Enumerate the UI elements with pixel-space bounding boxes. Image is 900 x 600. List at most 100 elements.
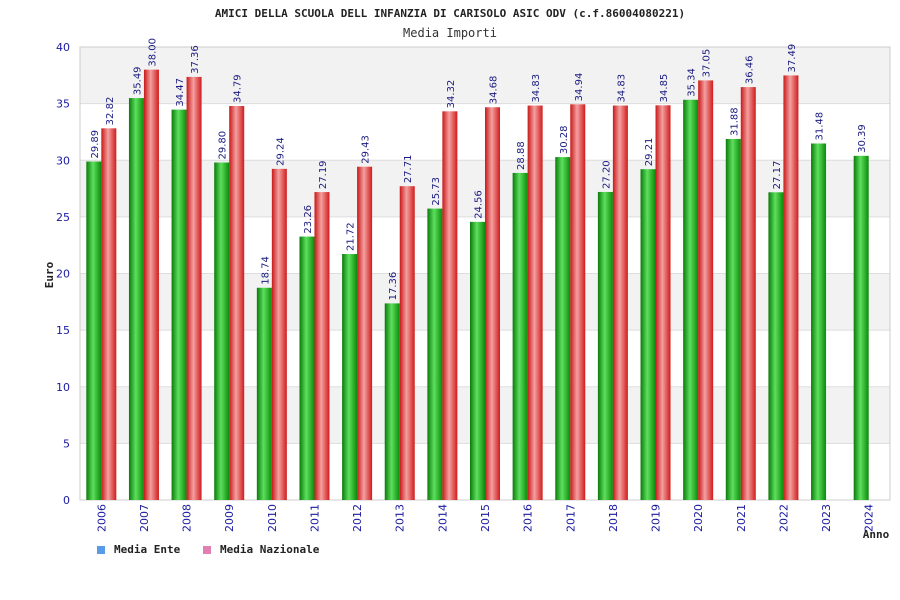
y-tick-label: 40 — [56, 41, 70, 54]
bar-media-ente-2020 — [683, 99, 699, 500]
bar-media-nazionale-2018 — [612, 105, 628, 501]
bar-media-nazionale-2017 — [570, 104, 586, 500]
x-tick-label: 2017 — [564, 504, 577, 532]
data-label: 27.71 — [403, 155, 414, 184]
bar-media-ente-2011 — [299, 236, 315, 500]
data-label: 37.05 — [702, 49, 713, 78]
data-label: 27.17 — [772, 161, 783, 190]
chart-title: AMICI DELLA SCUOLA DELL INFANZIA DI CARI… — [215, 7, 685, 20]
x-tick-label: 2020 — [692, 504, 705, 532]
bar-media-ente-2021 — [725, 138, 741, 501]
data-label: 29.21 — [644, 138, 655, 167]
y-tick-label: 15 — [56, 324, 70, 337]
y-tick-label: 0 — [63, 494, 70, 507]
x-axis-label: Anno — [863, 528, 890, 541]
bar-media-ente-2009 — [214, 162, 230, 500]
bar-media-ente-2014 — [427, 208, 443, 500]
y-tick-label: 35 — [56, 98, 70, 111]
bar-media-nazionale-2012 — [357, 166, 373, 500]
data-labels: 29.89 32.82 35.49 38.00 34.47 37.36 29.80 34.79… — [90, 38, 868, 300]
x-tick-label: 2011 — [308, 504, 321, 532]
data-label: 32.82 — [105, 97, 116, 126]
legend-swatch-media-nazionale — [203, 546, 211, 554]
data-label: 34.83 — [531, 74, 542, 103]
bar-media-ente-2015 — [470, 221, 485, 500]
bar-media-nazionale-2019 — [655, 105, 671, 500]
data-label: 30.28 — [559, 125, 570, 154]
bar-media-ente-2023 — [811, 143, 827, 500]
data-label: 30.39 — [857, 124, 868, 153]
y-tick-label: 20 — [56, 268, 70, 281]
data-label: 34.68 — [489, 76, 500, 105]
bar-media-ente-2006 — [86, 161, 102, 501]
bar-media-nazionale-2022 — [783, 75, 799, 500]
data-label: 24.56 — [474, 190, 485, 219]
x-tick-label: 2007 — [138, 504, 151, 532]
data-label: 29.24 — [275, 137, 286, 166]
bar-media-nazionale-2009 — [229, 106, 245, 501]
bar-media-ente-2010 — [256, 287, 272, 500]
data-label: 31.48 — [815, 112, 826, 141]
x-tick-label: 2010 — [266, 504, 279, 532]
data-label: 27.19 — [318, 160, 329, 189]
legend-label-media-nazionale: Media Nazionale — [220, 543, 320, 556]
bar-media-ente-2016 — [512, 172, 528, 500]
data-label: 17.36 — [388, 272, 399, 301]
legend-label-media-ente: Media Ente — [114, 543, 181, 556]
bar-media-nazionale-2011 — [314, 192, 330, 501]
data-label: 25.73 — [431, 177, 442, 206]
data-label: 37.36 — [190, 45, 201, 74]
data-label: 29.43 — [361, 135, 372, 164]
chart-subtitle: Media Importi — [403, 26, 497, 40]
x-tick-label: 2021 — [735, 504, 748, 532]
x-tick-label: 2023 — [820, 504, 833, 532]
bar-media-ente-2017 — [555, 157, 571, 501]
legend: Media Ente Media Nazionale — [97, 543, 320, 556]
bar-media-nazionale-2016 — [527, 105, 543, 501]
bar-media-nazionale-2008 — [186, 76, 202, 500]
x-axis-ticks: 2006 2007 2008 2009 2010 2011 2012 2013 2014 2015… — [95, 504, 875, 532]
y-tick-label: 25 — [56, 211, 70, 224]
bar-media-nazionale-2015 — [485, 107, 500, 501]
y-axis-ticks: 0 5 10 15 20 25 30 35 40 — [56, 41, 70, 507]
data-label: 21.72 — [346, 222, 357, 251]
y-tick-label: 30 — [56, 154, 70, 167]
bar-media-nazionale-2020 — [698, 80, 714, 500]
bar-media-nazionale-2010 — [271, 168, 287, 500]
x-tick-label: 2024 — [863, 504, 876, 532]
x-tick-label: 2019 — [650, 504, 663, 532]
bar-media-nazionale-2006 — [101, 128, 117, 500]
bar-media-ente-2012 — [342, 254, 358, 500]
x-tick-label: 2006 — [95, 504, 108, 532]
bar-media-ente-2019 — [640, 169, 656, 500]
data-label: 34.32 — [446, 80, 457, 109]
data-label: 35.49 — [132, 66, 143, 95]
data-label: 35.34 — [687, 68, 698, 97]
data-label: 29.80 — [218, 131, 229, 160]
bar-media-ente-2024 — [853, 155, 869, 500]
bar-media-nazionale-2013 — [399, 186, 415, 500]
bar-media-nazionale-2021 — [740, 87, 756, 500]
y-axis-label: Euro — [43, 261, 56, 288]
data-label: 34.94 — [574, 73, 585, 102]
x-tick-label: 2014 — [436, 504, 449, 532]
bar-media-nazionale-2007 — [143, 69, 159, 501]
x-tick-label: 2009 — [223, 504, 236, 532]
data-label: 27.20 — [601, 160, 612, 189]
x-tick-label: 2008 — [181, 504, 194, 532]
x-tick-label: 2018 — [607, 504, 620, 532]
x-tick-label: 2022 — [777, 504, 790, 532]
data-label: 38.00 — [147, 38, 158, 67]
data-label: 36.46 — [744, 55, 755, 84]
y-tick-label: 5 — [63, 437, 70, 450]
bar-media-nazionale-2014 — [442, 111, 458, 501]
data-label: 28.88 — [516, 141, 527, 170]
data-label: 37.49 — [787, 44, 798, 73]
y-tick-label: 10 — [56, 381, 70, 394]
data-label: 34.83 — [616, 74, 627, 103]
bar-media-ente-2007 — [128, 98, 144, 501]
x-tick-label: 2012 — [351, 504, 364, 532]
legend-swatch-media-ente — [97, 546, 105, 554]
data-label: 34.47 — [175, 78, 186, 107]
